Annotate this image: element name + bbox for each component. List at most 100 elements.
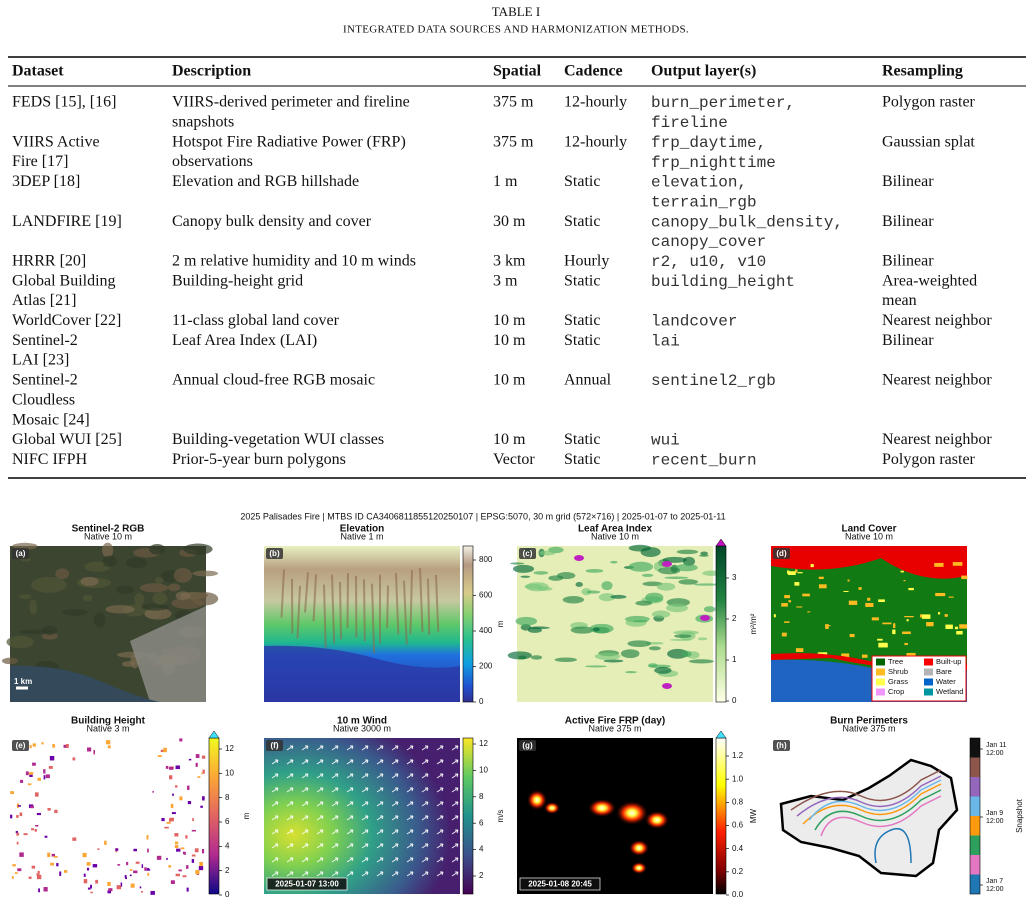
terrain-patch [42,625,58,635]
shrub [794,582,800,586]
panel-title: 10 m Wind [337,716,387,727]
vegetation [676,549,699,555]
building [170,880,175,884]
shrub [904,616,914,618]
panel-subtitle: Native 375 m [842,723,895,733]
colorbar-tick-label: 12:00 [986,818,1004,825]
building [107,890,111,894]
ridge [409,570,413,635]
wind-arrow [376,759,384,765]
perimeter-snapshot [808,779,942,821]
shrub [865,602,874,607]
table-cell: 3 m [493,272,518,289]
panel-label: (h) [776,741,787,750]
building [174,844,179,849]
wind-arrow [316,857,324,863]
perimeter-snapshot [814,789,942,831]
shrub [878,599,885,603]
shrub [794,569,798,573]
vegetation [697,637,708,641]
shrub [861,654,868,658]
wind-arrow [436,773,444,779]
ridge [296,585,301,639]
wind-arrow [331,829,339,835]
colorbar-tick-label: 2 [225,866,230,875]
building [175,785,178,788]
vegetation [585,568,604,573]
vegetation [515,616,538,626]
colorbar [716,546,726,702]
wind-arrow [376,871,384,877]
fire-hotspot [527,790,547,810]
building [93,749,95,755]
building [146,835,149,840]
wind-arrow [361,871,369,877]
vegetation [528,626,550,630]
panel-subtitle: Native 10 m [591,531,639,541]
table-cell: Global WUI [25] [12,431,122,448]
coast-built-up [771,653,967,671]
shrub [935,592,946,597]
building [186,887,189,892]
table-cell: Sentinel-2 [12,372,78,389]
building [87,747,92,752]
building [45,774,50,779]
table-cell: WorldCover [22] [12,312,121,329]
building [161,818,165,822]
panel-subtitle: Native 10 m [845,531,893,541]
table-cell: VIIRS-derived perimeter and fireline [172,94,410,111]
colorbar-tick-label: 1 [732,655,737,664]
building [195,870,200,875]
building [175,765,180,770]
wind-arrow [301,871,309,877]
vegetation [635,600,653,606]
shrub [825,624,829,629]
shrub [841,653,850,659]
table-cell: Atlas [21] [12,292,76,309]
wind-arrow [316,843,324,849]
colorbar-tick-label: Jan 7 [986,878,1003,885]
vegetation [533,571,549,575]
wind-arrow [346,843,354,849]
vegetation [594,652,621,660]
building [188,758,192,761]
table-cell: Static [564,431,600,448]
building [25,771,29,776]
vegetation [592,627,600,632]
fire-hotspot [616,801,648,825]
vegetation [624,670,638,674]
terrain-patch [134,592,145,607]
building [170,803,174,809]
building [66,743,69,748]
wind-arrow [286,773,294,779]
table-cell: LANDFIRE [19] [12,213,122,230]
building [165,765,169,769]
vegetation [642,581,663,587]
ridge [280,569,285,618]
wind-arrow [346,787,354,793]
wind-arrow [376,773,384,779]
table-cell: Mosaic [24] [12,411,90,428]
fire-hotspot [588,799,616,817]
wind-arrow [436,857,444,863]
vegetation [610,560,618,564]
terrain-patch [29,599,38,615]
colorbar-tick-label: Jan 11 [986,742,1007,749]
table-cell: Static [564,451,600,468]
panel-subtitle: Native 3 m [86,723,129,733]
shrub [926,622,934,627]
vegetation [584,665,607,668]
table-cell: 10 m [493,312,526,329]
panel: Active Fire FRP (day)Native 375 m (g) 2025… [517,716,758,899]
fire-hotspot [629,840,649,856]
wind-arrow [316,759,324,765]
building [160,749,165,753]
legend-swatch [876,678,885,686]
shrub [787,570,790,574]
shrub [892,629,896,635]
wind-arrow [361,815,369,821]
shrub [843,590,849,593]
wind-arrow [346,815,354,821]
building [16,815,19,818]
vegetation [674,563,698,572]
